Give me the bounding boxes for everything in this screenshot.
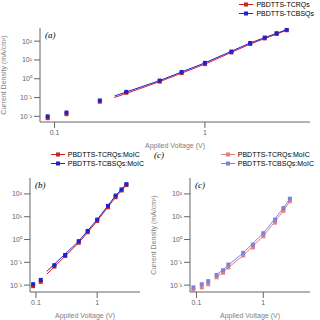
svg-text:10²: 10²	[12, 190, 23, 197]
svg-text:Current Density (mA/cm²): Current Density (mA/cm²)	[8, 35, 9, 114]
svg-text:Applied Voltage (V): Applied Voltage (V)	[55, 312, 115, 320]
html-text:(c): (c)	[154, 150, 164, 160]
svg-text:10¹: 10¹	[22, 56, 33, 63]
svg-text:1: 1	[203, 129, 207, 136]
svg-text:10¹: 10¹	[12, 213, 23, 220]
svg-text:10¹: 10¹	[172, 213, 183, 220]
html-text:(c): (c)	[195, 180, 205, 190]
svg-text:Applied Voltage (V): Applied Voltage (V)	[145, 142, 205, 150]
svg-text:0.1: 0.1	[50, 129, 60, 136]
svg-text:Current Density (mA/cm²): Current Density (mA/cm²)	[150, 195, 158, 274]
svg-text:10²: 10²	[22, 38, 33, 45]
svg-text:10⁻²: 10⁻²	[170, 282, 183, 289]
svg-text:1: 1	[261, 299, 265, 306]
svg-text:10⁰: 10⁰	[22, 75, 33, 82]
svg-text:1: 1	[95, 299, 99, 306]
svg-text:10⁻¹: 10⁻¹	[20, 94, 33, 101]
html-text:PBDTTS-TCRQs:MoIC: PBDTTS-TCRQs:MoIC	[67, 151, 140, 158]
svg-text:10²: 10²	[172, 190, 183, 197]
html-text:PBDTTS-TCRQs:MoIC: PBDTTS-TCRQs:MoIC	[237, 151, 310, 158]
svg-text:Applied Voltage (V): Applied Voltage (V)	[220, 312, 280, 320]
html-text:(b): (b)	[35, 180, 46, 190]
html-text:(a): (a)	[45, 30, 56, 40]
html-text:PBDTTS-TCBSQs: PBDTTS-TCBSQs	[256, 10, 314, 17]
svg-text:10⁻¹: 10⁻¹	[10, 259, 23, 266]
svg-text:0.1: 0.1	[192, 299, 202, 306]
svg-text:10⁰: 10⁰	[12, 236, 23, 243]
html-text:PBDTTS-TCBSQs:MoIC: PBDTTS-TCBSQs:MoIC	[67, 160, 144, 167]
svg-text:10⁻¹: 10⁻¹	[170, 259, 183, 266]
svg-text:0.1: 0.1	[31, 299, 41, 306]
html-text:PBDTTS-TCRQs: PBDTTS-TCRQs	[256, 1, 310, 8]
svg-text:10⁻²: 10⁻²	[20, 113, 33, 120]
svg-text:10⁻²: 10⁻²	[10, 282, 23, 289]
html-text:PBDTTS-TCBSQs:MoIC: PBDTTS-TCBSQs:MoIC	[237, 160, 314, 167]
svg-text:10⁰: 10⁰	[172, 236, 183, 243]
